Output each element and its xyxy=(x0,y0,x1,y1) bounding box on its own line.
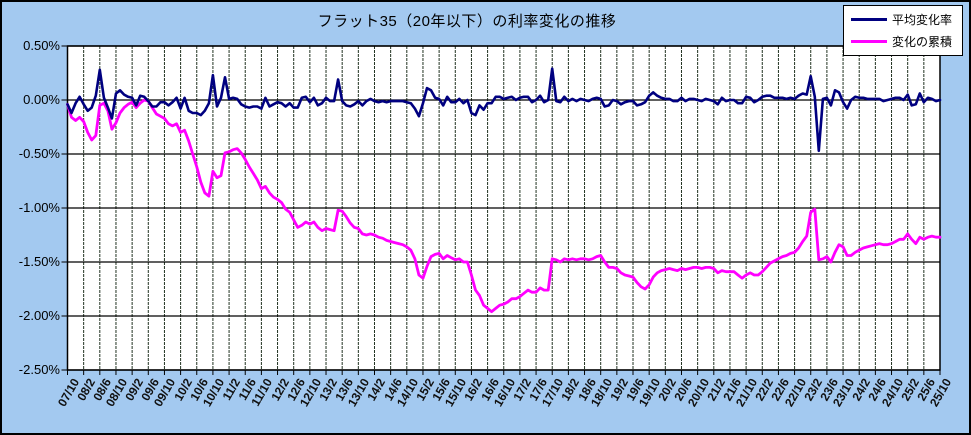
legend: 平均変化率 変化の累積 xyxy=(842,5,963,56)
legend-item-cumulative-change: 変化の累積 xyxy=(850,33,952,50)
y-axis-label: -1.50% xyxy=(18,254,60,269)
legend-label-cumulative-change: 変化の累積 xyxy=(891,35,952,49)
y-axis-label: -0.50% xyxy=(18,146,60,161)
y-axis-label: 0.50% xyxy=(23,38,60,53)
legend-label-average-change: 平均変化率 xyxy=(891,13,952,27)
cumulative-change-line-swatch xyxy=(850,40,887,43)
legend-item-average-change: 平均変化率 xyxy=(850,11,952,28)
average-change-line xyxy=(66,67,942,153)
chart-title: フラット35（20年以下）の利率変化の推移 xyxy=(317,13,617,30)
y-axis-label: -2.00% xyxy=(18,308,60,323)
plot-frame xyxy=(66,45,941,371)
y-axis-label: -1.00% xyxy=(18,200,60,215)
average-change-line-swatch xyxy=(850,18,887,21)
y-axis-label: -2.50% xyxy=(18,362,60,377)
y-axis-label: 0.00% xyxy=(23,92,60,107)
cumulative-change-line xyxy=(66,98,942,314)
